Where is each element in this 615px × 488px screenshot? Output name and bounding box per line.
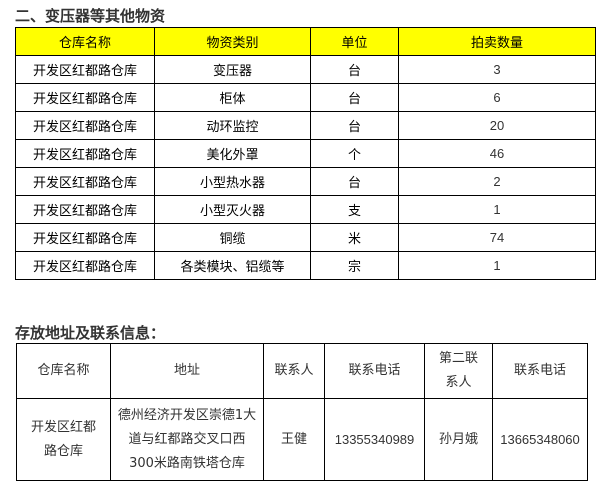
contact-table: 仓库名称 地址 联系人 联系电话 第二联系人 联系电话 开发区红都路仓库 德州经…: [16, 343, 588, 481]
table-cell: 米: [310, 223, 399, 252]
header-row: 仓库名称 物资类别 单位 拍卖数量: [15, 27, 596, 56]
table-row: 开发区红都路仓库 美化外罩个 46: [15, 139, 596, 168]
section2-title: 存放地址及联系信息：: [15, 324, 166, 342]
table-cell: 20: [398, 111, 596, 140]
table-row: 开发区红都路仓库 变压器台 3: [15, 55, 596, 84]
table-cell: 74: [398, 223, 596, 252]
contact-cell: 王健: [263, 398, 325, 481]
materials-table: 仓库名称 物资类别 单位 拍卖数量 开发区红都路仓库 变压器台 3 开发区红都路仓库 柜体台 6 开…: [15, 27, 596, 280]
table-row: 开发区红都路仓库 铜缆米 74: [15, 223, 596, 252]
phone2-cell: 13665348060: [492, 398, 588, 481]
table-cell: 台: [310, 111, 399, 140]
table-cell: 支: [310, 195, 399, 224]
header-cell: 物资类别: [154, 27, 311, 56]
table-row: 开发区红都路仓库 德州经济开发区崇德1大道与红都路交叉口西300米路南铁塔仓库 …: [16, 398, 588, 481]
table-row: 开发区红都路仓库 各类模块、铝缆等宗 1: [15, 251, 596, 280]
table-cell: 3: [398, 55, 596, 84]
table-cell: 开发区红都路仓库: [15, 111, 155, 140]
header-cell: 单位: [310, 27, 399, 56]
header-cell: 联系电话: [492, 343, 588, 399]
table-cell: 开发区红都路仓库: [15, 83, 155, 112]
table-cell: 开发区红都路仓库: [15, 251, 155, 280]
table-cell: 台: [310, 167, 399, 196]
header-cell: 地址: [110, 343, 264, 399]
table-cell: 各类模块、铝缆等: [154, 251, 311, 280]
phone-cell: 13355340989: [324, 398, 425, 481]
table-cell: 美化外罩: [154, 139, 311, 168]
table-cell: 1: [398, 251, 596, 280]
header-row: 仓库名称 地址 联系人 联系电话 第二联系人 联系电话: [16, 343, 588, 399]
table-cell: 1: [398, 195, 596, 224]
table-row: 开发区红都路仓库 柜体台 6: [15, 83, 596, 112]
header-cell: 联系电话: [324, 343, 425, 399]
address-cell: 德州经济开发区崇德1大道与红都路交叉口西300米路南铁塔仓库: [110, 398, 264, 481]
table-cell: 2: [398, 167, 596, 196]
section1-title: 二、变压器等其他物资: [15, 7, 166, 25]
table-cell: 宗: [310, 251, 399, 280]
table-cell: 台: [310, 83, 399, 112]
table-cell: 开发区红都路仓库: [15, 55, 155, 84]
contact2-cell: 孙月娥: [424, 398, 493, 481]
table-cell: 个: [310, 139, 399, 168]
table-cell: 动环监控: [154, 111, 311, 140]
header-cell: 仓库名称: [16, 343, 111, 399]
table-cell: 小型灭火器: [154, 195, 311, 224]
header-cell: 联系人: [263, 343, 325, 399]
table-cell: 柜体: [154, 83, 311, 112]
table-cell: 6: [398, 83, 596, 112]
header-cell: 第二联系人: [424, 343, 493, 399]
table-row: 开发区红都路仓库 动环监控台 20: [15, 111, 596, 140]
table-row: 开发区红都路仓库 小型热水器台 2: [15, 167, 596, 196]
table-cell: 开发区红都路仓库: [15, 167, 155, 196]
table-cell: 开发区红都路仓库: [15, 223, 155, 252]
table-cell: 开发区红都路仓库: [15, 195, 155, 224]
header-cell: 仓库名称: [15, 27, 155, 56]
table-cell: 变压器: [154, 55, 311, 84]
table-cell: 开发区红都路仓库: [15, 139, 155, 168]
header-cell: 拍卖数量: [398, 27, 596, 56]
table-cell: 铜缆: [154, 223, 311, 252]
table-row: 开发区红都路仓库 小型灭火器支 1: [15, 195, 596, 224]
table-cell: 小型热水器: [154, 167, 311, 196]
table-cell: 台: [310, 55, 399, 84]
table-cell: 46: [398, 139, 596, 168]
warehouse-cell: 开发区红都路仓库: [16, 398, 111, 481]
